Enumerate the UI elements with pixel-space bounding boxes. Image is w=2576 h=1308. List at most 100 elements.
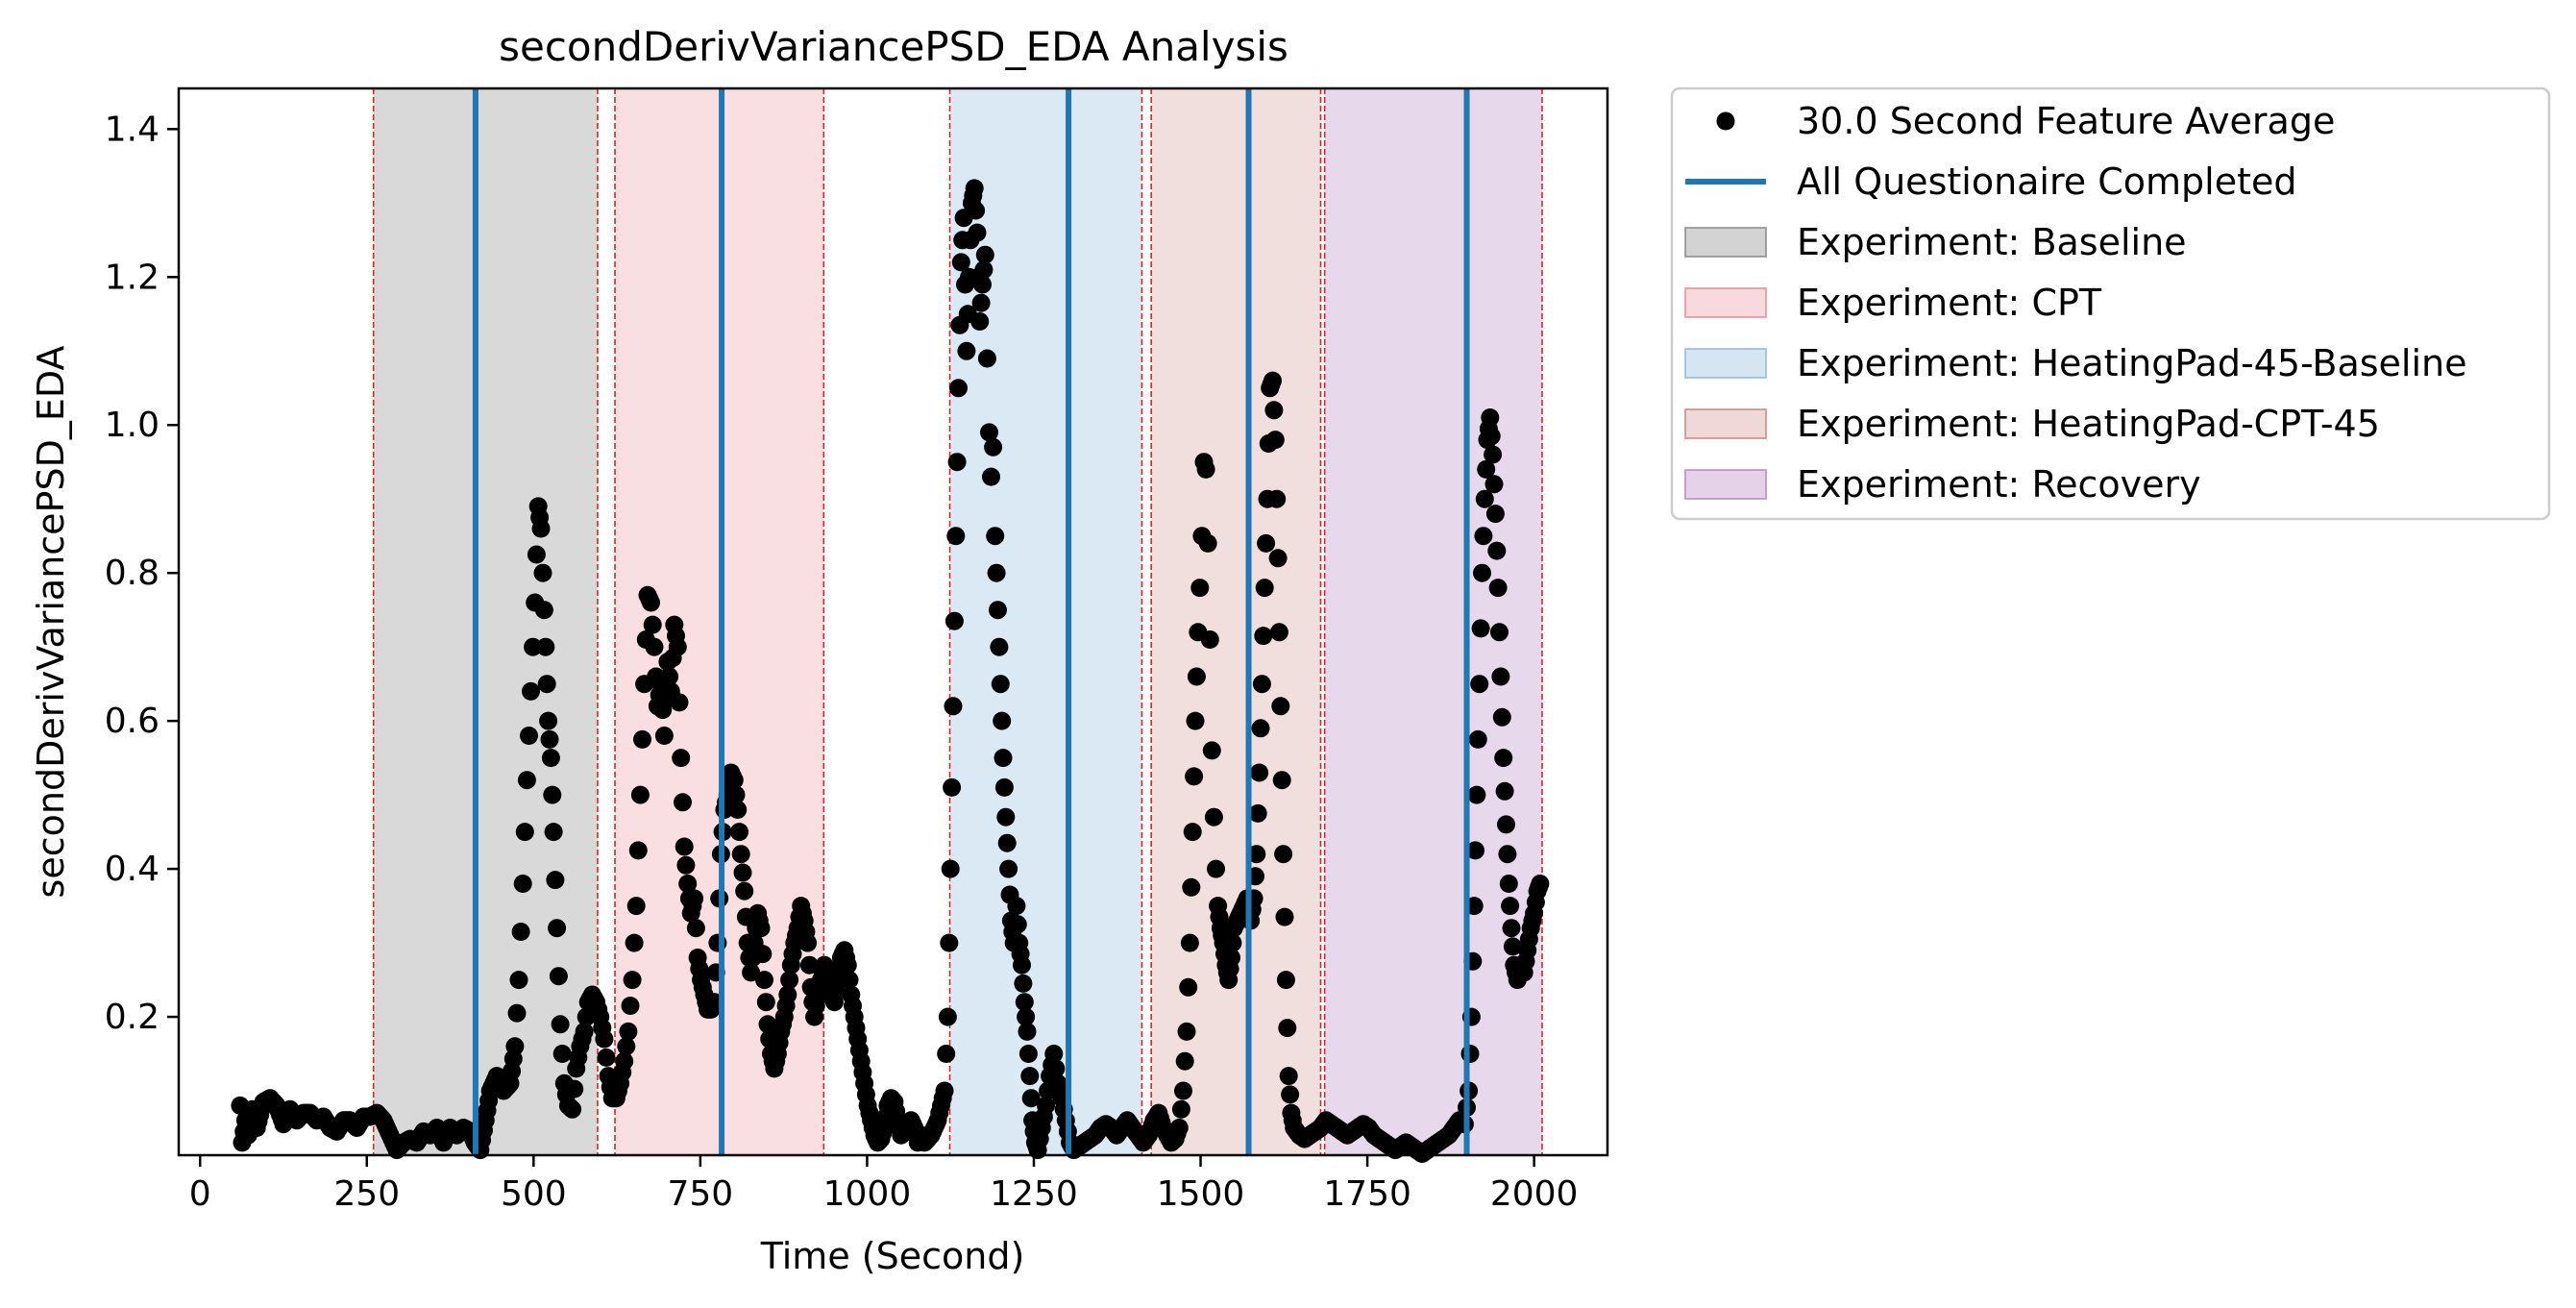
data-point-606 bbox=[1247, 845, 1266, 864]
data-point-449 bbox=[986, 527, 1005, 546]
y-tick-label-0: 0.2 bbox=[105, 998, 159, 1037]
data-point-591 bbox=[1223, 933, 1242, 952]
data-point-442 bbox=[973, 275, 992, 294]
data-point-559 bbox=[1171, 1099, 1190, 1119]
data-point-607 bbox=[1248, 803, 1267, 823]
data-point-187 bbox=[543, 785, 562, 804]
legend-swatch-4 bbox=[1684, 469, 1767, 500]
data-point-233 bbox=[633, 729, 651, 749]
data-point-231 bbox=[628, 841, 648, 860]
x-axis-ticks: 0 250 500 750 1000 1250 1500 1750 2000 bbox=[189, 1155, 1579, 1214]
x-tick-label-6: 1500 bbox=[1157, 1174, 1245, 1214]
data-point-608 bbox=[1250, 763, 1269, 782]
data-point-225 bbox=[617, 1037, 636, 1056]
data-point-415 bbox=[937, 1045, 956, 1063]
data-point-569 bbox=[1187, 667, 1206, 686]
data-point-612 bbox=[1255, 579, 1274, 598]
data-point-752 bbox=[1485, 505, 1505, 524]
data-point-762 bbox=[1499, 875, 1518, 893]
data-point-430 bbox=[957, 341, 976, 360]
data-point-416 bbox=[938, 1007, 957, 1026]
data-point-610 bbox=[1252, 675, 1271, 694]
data-point-290 bbox=[728, 801, 748, 819]
x-tick-label-8: 2000 bbox=[1490, 1174, 1579, 1214]
data-point-755 bbox=[1490, 623, 1509, 642]
data-point-578 bbox=[1204, 807, 1223, 827]
data-point-182 bbox=[536, 637, 555, 656]
questionnaire-lines bbox=[472, 88, 1470, 1155]
data-point-229 bbox=[625, 933, 644, 952]
data-point-215 bbox=[597, 1048, 616, 1067]
data-point-294 bbox=[735, 881, 754, 901]
x-tick-label-3: 750 bbox=[668, 1174, 734, 1214]
data-point-579 bbox=[1207, 859, 1225, 878]
legend-swatch-2 bbox=[1684, 348, 1767, 379]
y-tick-label-6: 1.4 bbox=[105, 110, 159, 149]
data-point-436 bbox=[965, 179, 984, 198]
y-tick-label-1: 0.4 bbox=[105, 850, 159, 889]
legend-marker-point bbox=[1716, 111, 1735, 131]
data-point-256 bbox=[672, 749, 691, 768]
data-point-257 bbox=[674, 793, 692, 812]
data-point-191 bbox=[549, 967, 568, 986]
legend-label-5: Experiment: HeatingPad-CPT-45 bbox=[1797, 403, 2380, 445]
data-point-176 bbox=[527, 545, 546, 564]
data-point-745 bbox=[1477, 459, 1496, 479]
data-point-576 bbox=[1200, 630, 1219, 649]
region-3 bbox=[1151, 88, 1321, 1155]
data-point-288 bbox=[724, 771, 744, 790]
data-point-566 bbox=[1183, 823, 1202, 842]
data-point-356 bbox=[838, 955, 857, 975]
region-0 bbox=[373, 88, 598, 1155]
data-point-304 bbox=[751, 919, 771, 938]
legend-label-1: All Questionaire Completed bbox=[1797, 160, 2297, 203]
chart-title: secondDerivVariancePSD_EDA Analysis bbox=[499, 23, 1288, 70]
data-point-418 bbox=[941, 859, 960, 878]
data-point-437 bbox=[967, 201, 986, 220]
data-point-761 bbox=[1498, 845, 1517, 864]
data-point-453 bbox=[991, 675, 1010, 694]
data-point-629 bbox=[1278, 1019, 1297, 1038]
data-point-186 bbox=[541, 749, 560, 768]
data-point-455 bbox=[994, 749, 1013, 768]
data-point-756 bbox=[1491, 667, 1510, 686]
data-point-421 bbox=[945, 611, 964, 630]
data-point-741 bbox=[1471, 619, 1490, 638]
x-tick-label-2: 500 bbox=[501, 1174, 567, 1214]
data-point-417 bbox=[940, 933, 959, 952]
data-point-630 bbox=[1279, 1067, 1298, 1086]
data-point-180 bbox=[533, 563, 552, 582]
data-point-454 bbox=[993, 711, 1012, 730]
data-point-565 bbox=[1182, 877, 1201, 897]
data-point-224 bbox=[615, 1051, 634, 1071]
data-point-753 bbox=[1487, 541, 1507, 560]
data-point-298 bbox=[742, 963, 761, 982]
data-point-765 bbox=[1503, 937, 1522, 956]
data-point-744 bbox=[1475, 489, 1494, 508]
x-tick-label-1: 250 bbox=[333, 1174, 400, 1214]
data-point-619 bbox=[1264, 401, 1284, 420]
data-point-458 bbox=[997, 833, 1017, 852]
data-point-740 bbox=[1470, 675, 1489, 694]
data-point-457 bbox=[996, 807, 1016, 827]
data-point-473 bbox=[1018, 1022, 1037, 1041]
data-point-490 bbox=[1046, 1059, 1066, 1078]
data-point-232 bbox=[630, 785, 650, 804]
plot-frame bbox=[177, 86, 1609, 1157]
data-point-624 bbox=[1271, 697, 1290, 716]
data-point-448 bbox=[984, 437, 1003, 457]
data-point-168 bbox=[511, 923, 530, 941]
data-point-626 bbox=[1274, 845, 1293, 864]
data-point-308 bbox=[758, 1015, 777, 1034]
data-point-265 bbox=[686, 919, 705, 938]
data-point-305 bbox=[753, 945, 773, 964]
data-point-181 bbox=[534, 601, 553, 620]
data-point-609 bbox=[1251, 719, 1270, 738]
x-tick-label-7: 1750 bbox=[1323, 1174, 1411, 1214]
data-point-420 bbox=[944, 697, 963, 716]
data-point-174 bbox=[524, 637, 543, 656]
data-point-255 bbox=[670, 693, 689, 712]
data-point-204 bbox=[575, 1022, 594, 1041]
data-point-590 bbox=[1222, 949, 1240, 967]
y-axis-label: secondDerivVariancePSD_EDA bbox=[30, 346, 72, 899]
